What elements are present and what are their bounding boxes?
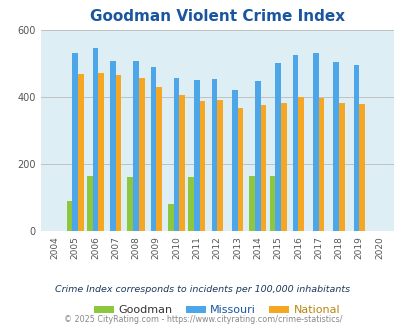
Bar bbox=[133, 61, 139, 231]
Bar bbox=[127, 177, 133, 231]
Bar bbox=[292, 55, 298, 231]
Bar bbox=[318, 98, 324, 231]
Bar bbox=[249, 176, 254, 231]
Bar bbox=[173, 78, 179, 231]
Legend: Goodman, Missouri, National: Goodman, Missouri, National bbox=[89, 301, 344, 320]
Bar bbox=[179, 95, 185, 231]
Bar bbox=[254, 81, 260, 231]
Bar bbox=[115, 75, 121, 231]
Bar bbox=[139, 78, 144, 231]
Bar bbox=[66, 202, 72, 231]
Bar bbox=[92, 48, 98, 231]
Bar bbox=[156, 87, 162, 231]
Bar bbox=[87, 176, 92, 231]
Bar bbox=[333, 62, 338, 231]
Text: © 2025 CityRating.com - https://www.cityrating.com/crime-statistics/: © 2025 CityRating.com - https://www.city… bbox=[64, 315, 341, 324]
Bar bbox=[199, 101, 205, 231]
Bar bbox=[338, 103, 344, 231]
Bar bbox=[78, 74, 83, 231]
Bar bbox=[353, 65, 358, 231]
Bar bbox=[211, 79, 217, 231]
Bar bbox=[275, 63, 280, 231]
Bar bbox=[217, 101, 222, 231]
Bar bbox=[260, 105, 266, 231]
Title: Goodman Violent Crime Index: Goodman Violent Crime Index bbox=[90, 9, 344, 24]
Bar bbox=[312, 53, 318, 231]
Bar bbox=[231, 90, 237, 231]
Bar bbox=[188, 177, 194, 231]
Bar bbox=[194, 80, 199, 231]
Bar bbox=[280, 103, 286, 231]
Bar bbox=[237, 108, 243, 231]
Bar bbox=[358, 104, 364, 231]
Bar bbox=[298, 97, 303, 231]
Bar bbox=[110, 61, 115, 231]
Bar bbox=[98, 73, 104, 231]
Bar bbox=[168, 204, 173, 231]
Bar bbox=[72, 53, 78, 231]
Text: Crime Index corresponds to incidents per 100,000 inhabitants: Crime Index corresponds to incidents per… bbox=[55, 285, 350, 294]
Bar bbox=[269, 176, 275, 231]
Bar bbox=[150, 67, 156, 231]
